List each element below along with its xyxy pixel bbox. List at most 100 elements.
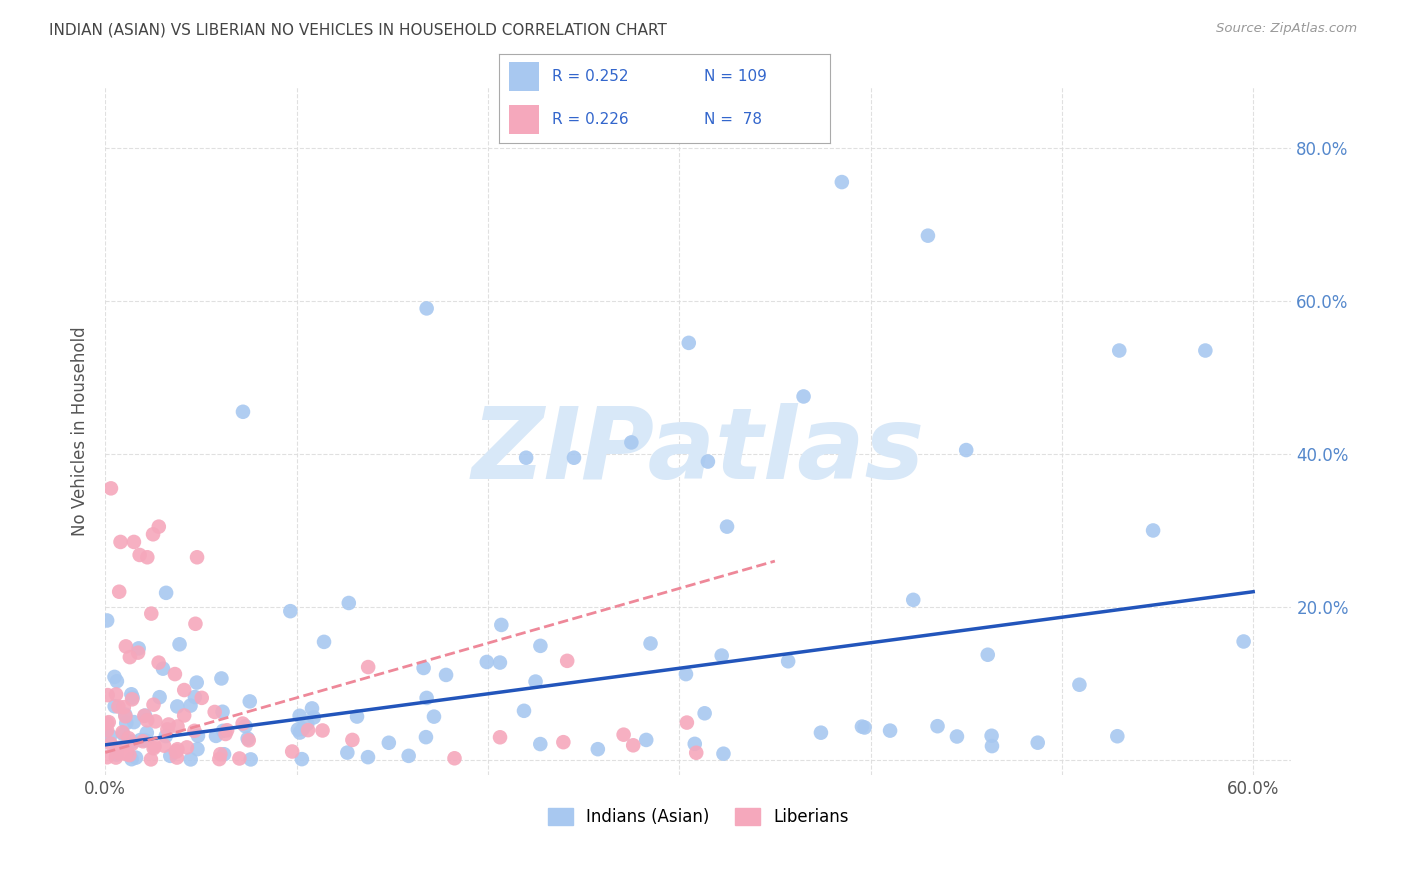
Point — [312, 635, 335, 649]
Point — [513, 704, 536, 718]
Point — [212, 723, 235, 738]
Point — [96, 723, 118, 738]
Point — [152, 662, 174, 676]
Point — [114, 707, 136, 722]
Point — [810, 725, 832, 739]
Point — [793, 389, 815, 403]
Point — [280, 604, 302, 618]
Point — [118, 747, 141, 762]
Point — [515, 450, 537, 465]
Point — [980, 729, 1002, 743]
Point — [157, 717, 180, 731]
Point — [121, 690, 143, 705]
Point — [134, 708, 156, 723]
Point — [135, 725, 157, 739]
Point — [529, 639, 551, 653]
Point — [212, 747, 235, 762]
Point — [180, 752, 202, 766]
Point — [129, 733, 152, 747]
Point — [621, 739, 644, 753]
Point — [166, 699, 188, 714]
Point — [163, 667, 186, 681]
Point — [713, 747, 735, 761]
Point — [121, 752, 143, 766]
Point — [165, 745, 187, 759]
Point — [166, 719, 188, 733]
Point — [159, 748, 181, 763]
Point — [111, 725, 134, 739]
Point — [217, 723, 239, 738]
Point — [121, 737, 143, 751]
Point — [238, 733, 260, 747]
Point — [235, 719, 257, 733]
Point — [96, 716, 118, 731]
Point — [107, 699, 129, 714]
Point — [103, 670, 125, 684]
Point — [134, 733, 156, 747]
Point — [115, 747, 138, 761]
Point — [297, 723, 319, 738]
Point — [678, 335, 700, 350]
Point — [139, 752, 162, 766]
Point — [183, 723, 205, 738]
Point — [105, 747, 128, 762]
Point — [586, 742, 609, 756]
Point — [640, 636, 662, 650]
Point — [145, 714, 167, 729]
Point — [208, 752, 231, 766]
Point — [153, 739, 176, 753]
Point — [337, 596, 360, 610]
Point — [553, 735, 575, 749]
Point — [1026, 736, 1049, 750]
Point — [96, 614, 118, 628]
Point — [128, 548, 150, 562]
Point — [524, 674, 547, 689]
Point — [104, 699, 127, 714]
Point — [132, 734, 155, 748]
Point — [117, 731, 139, 746]
Point — [693, 706, 716, 721]
Point — [853, 721, 876, 735]
Point — [136, 714, 159, 728]
Text: N = 109: N = 109 — [704, 70, 766, 84]
Point — [149, 690, 172, 705]
Point — [831, 175, 853, 189]
Point — [696, 454, 718, 468]
Point — [142, 527, 165, 541]
Point — [301, 701, 323, 715]
Point — [100, 737, 122, 751]
Point — [173, 708, 195, 723]
Point — [190, 690, 212, 705]
Point — [287, 723, 309, 737]
Point — [115, 745, 138, 759]
Point — [562, 450, 585, 465]
Point — [110, 535, 132, 549]
Point — [491, 618, 513, 632]
Point — [148, 519, 170, 533]
Point — [613, 728, 636, 742]
Point — [1233, 634, 1256, 648]
Point — [121, 692, 143, 706]
Point — [97, 688, 120, 702]
Point — [115, 716, 138, 731]
Point — [302, 710, 325, 724]
Point — [443, 751, 465, 765]
Point — [778, 654, 800, 668]
Point — [97, 715, 120, 730]
Point — [105, 674, 128, 689]
Point — [148, 656, 170, 670]
Point — [98, 729, 121, 743]
Point — [675, 667, 697, 681]
Point — [1069, 678, 1091, 692]
Point — [155, 586, 177, 600]
Point — [122, 535, 145, 549]
Point — [716, 519, 738, 533]
Point — [346, 709, 368, 723]
Point — [104, 750, 127, 764]
Point — [1142, 524, 1164, 538]
Point — [96, 750, 118, 764]
Point — [342, 733, 364, 747]
Point — [291, 722, 314, 736]
Y-axis label: No Vehicles in Household: No Vehicles in Household — [72, 326, 89, 536]
Point — [184, 690, 207, 704]
